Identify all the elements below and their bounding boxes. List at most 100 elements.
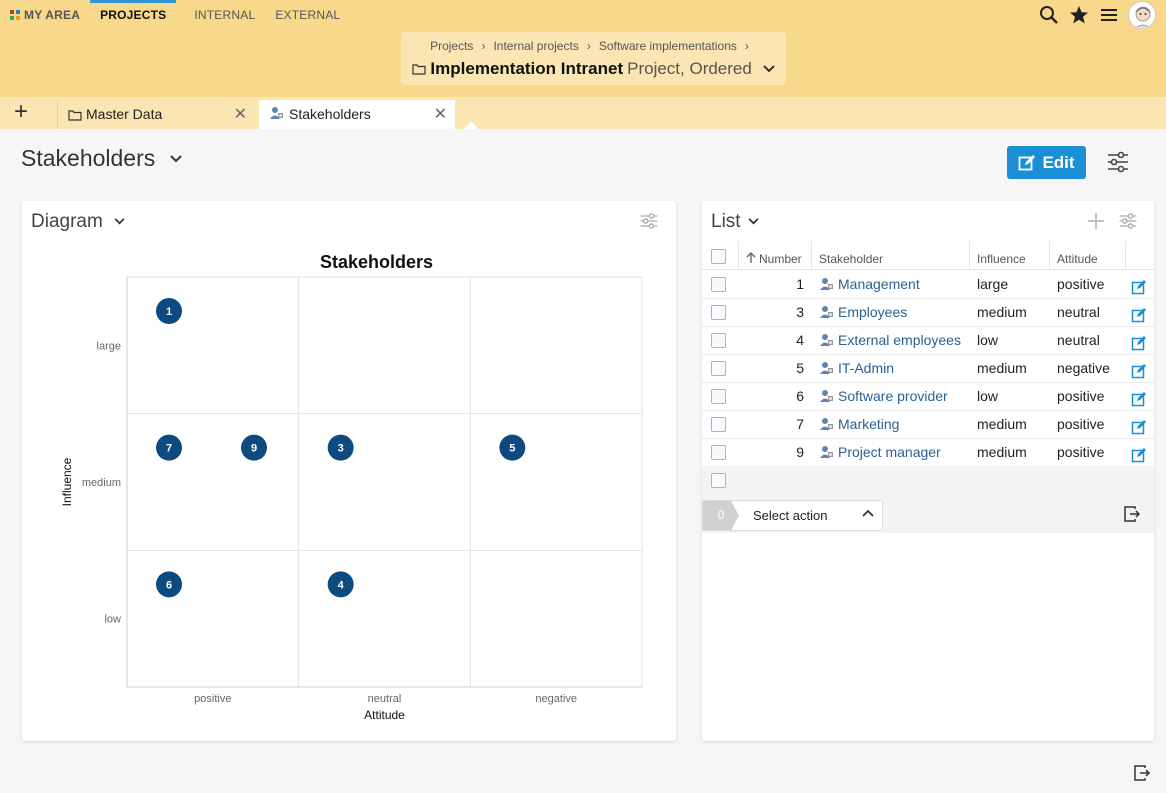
select-all-checkbox[interactable] xyxy=(711,249,726,264)
list-settings-icon[interactable] xyxy=(1118,211,1138,231)
footer-checkbox[interactable] xyxy=(711,473,726,488)
top-icons xyxy=(1038,0,1156,30)
settings-sliders-icon[interactable] xyxy=(1106,150,1130,174)
row-stakeholder[interactable]: External employees xyxy=(819,327,961,355)
stakeholder-marker xyxy=(499,434,526,461)
stakeholder-icon xyxy=(270,107,283,119)
row-stakeholder[interactable]: Marketing xyxy=(819,411,899,439)
edit-icon xyxy=(1019,154,1036,170)
column-attitude[interactable]: Attitude xyxy=(1049,241,1098,270)
diagram-settings-icon[interactable] xyxy=(639,211,659,231)
nav-projects[interactable]: PROJECTS xyxy=(90,0,177,30)
stakeholder-marker xyxy=(156,298,182,324)
row-checkbox[interactable] xyxy=(711,333,726,348)
stakeholder-marker-label: 4 xyxy=(338,579,345,591)
edit-icon[interactable] xyxy=(1131,361,1147,379)
edit-icon[interactable] xyxy=(1131,277,1147,295)
breadcrumb-item-software-implementations[interactable]: Software implementations xyxy=(598,39,737,53)
export-icon[interactable] xyxy=(1133,764,1151,787)
row-attitude: positive xyxy=(1057,444,1105,460)
edit-icon[interactable] xyxy=(1131,417,1147,435)
row-checkbox[interactable] xyxy=(711,277,726,292)
tab-master-data[interactable]: Master Data ✕ xyxy=(57,100,255,129)
diagram-panel: Diagram Stakeholders positive neutral negat… xyxy=(22,201,676,741)
x-tick-label: positive xyxy=(194,693,231,705)
row-attitude: neutral xyxy=(1057,332,1100,348)
table-row[interactable]: 9 Project manager medium positive xyxy=(702,439,1154,467)
row-stakeholder[interactable]: IT-Admin xyxy=(819,355,894,383)
row-stakeholder[interactable]: Management xyxy=(819,271,920,299)
chevron-down-icon xyxy=(762,65,775,73)
row-attitude: positive xyxy=(1057,416,1105,432)
row-stakeholder-name: IT-Admin xyxy=(838,360,895,376)
page-title-text: Stakeholders xyxy=(21,145,156,171)
row-checkbox[interactable] xyxy=(711,361,726,376)
row-influence: medium xyxy=(977,360,1027,376)
row-influence: low xyxy=(977,388,999,404)
close-icon[interactable]: ✕ xyxy=(233,106,247,123)
row-attitude: neutral xyxy=(1057,304,1100,320)
tab-bar: + Master Data ✕ Stakeholders ✕ xyxy=(0,97,1166,129)
table-row[interactable]: 4 External employees low neutral xyxy=(702,327,1154,355)
edit-icon[interactable] xyxy=(1131,445,1147,463)
edit-icon[interactable] xyxy=(1131,333,1147,351)
x-axis-label: Attitude xyxy=(364,708,405,722)
table-row[interactable]: 1 Management large positive xyxy=(702,271,1154,299)
row-checkbox[interactable] xyxy=(711,305,726,320)
breadcrumb: Projects › Internal projects › Software impl… xyxy=(401,32,786,85)
stakeholder-marker xyxy=(327,571,354,598)
diagram-panel-title[interactable]: Diagram xyxy=(31,211,125,233)
breadcrumb-item-projects[interactable]: Projects xyxy=(430,39,474,53)
row-stakeholder[interactable]: Employees xyxy=(819,299,907,327)
nav-external[interactable]: EXTERNAL xyxy=(275,8,341,22)
row-checkbox[interactable] xyxy=(711,389,726,404)
table-row[interactable]: 5 IT-Admin medium negative xyxy=(702,355,1154,383)
row-checkbox[interactable] xyxy=(711,445,726,460)
tab-stakeholders[interactable]: Stakeholders ✕ xyxy=(259,100,455,129)
star-icon[interactable] xyxy=(1068,4,1090,26)
row-attitude: positive xyxy=(1057,388,1105,404)
table-row[interactable]: 7 Marketing medium positive xyxy=(702,411,1154,439)
diagram-title-text: Diagram xyxy=(31,211,103,232)
menu-icon[interactable] xyxy=(1098,4,1120,26)
row-influence: large xyxy=(977,276,1009,292)
page-title[interactable]: Stakeholders xyxy=(21,145,182,172)
stakeholder-marker-label: 1 xyxy=(166,306,172,318)
nav-my-area[interactable]: MY AREA xyxy=(0,0,90,30)
list-panel-title[interactable]: List xyxy=(711,211,759,233)
list-title-text: List xyxy=(711,211,741,232)
close-icon[interactable]: ✕ xyxy=(433,106,447,123)
stakeholder-icon xyxy=(820,334,833,346)
edit-icon[interactable] xyxy=(1131,305,1147,323)
breadcrumb-path: Projects › Internal projects › Software impl… xyxy=(401,39,786,53)
export-icon[interactable] xyxy=(1123,505,1141,528)
edit-button-label: Edit xyxy=(1042,152,1075,172)
row-checkbox[interactable] xyxy=(711,417,726,432)
select-action-dropdown[interactable]: 0 Select action xyxy=(702,500,883,531)
column-number[interactable]: Number xyxy=(738,241,802,270)
row-stakeholder[interactable]: Software provider xyxy=(819,383,948,411)
avatar[interactable] xyxy=(1128,1,1156,29)
stakeholder-marker-label: 5 xyxy=(509,443,515,455)
project-title[interactable]: Implementation Intranet Project, Ordered xyxy=(401,59,786,79)
add-tab-button[interactable]: + xyxy=(14,98,29,125)
column-stakeholder[interactable]: Stakeholder xyxy=(810,241,883,270)
stakeholder-marker-label: 3 xyxy=(338,443,344,455)
breadcrumb-item-internal-projects[interactable]: Internal projects xyxy=(493,39,579,53)
row-number: 7 xyxy=(796,416,804,432)
column-influence[interactable]: Influence xyxy=(969,241,1026,270)
stakeholder-icon xyxy=(820,390,833,402)
stakeholder-icon xyxy=(820,446,833,458)
select-action-label: Select action xyxy=(753,508,828,523)
table-row[interactable]: 3 Employees medium neutral xyxy=(702,299,1154,327)
search-icon[interactable] xyxy=(1038,4,1060,26)
row-stakeholder-name: Management xyxy=(838,276,920,292)
nav-internal[interactable]: INTERNAL xyxy=(194,8,256,22)
edit-button[interactable]: Edit xyxy=(1007,146,1086,179)
row-stakeholder[interactable]: Project manager xyxy=(819,439,941,467)
breadcrumb-separator: › xyxy=(586,39,591,53)
add-icon[interactable] xyxy=(1086,211,1106,231)
edit-icon[interactable] xyxy=(1131,389,1147,407)
row-influence: medium xyxy=(977,416,1027,432)
table-row[interactable]: 6 Software provider low positive xyxy=(702,383,1154,411)
